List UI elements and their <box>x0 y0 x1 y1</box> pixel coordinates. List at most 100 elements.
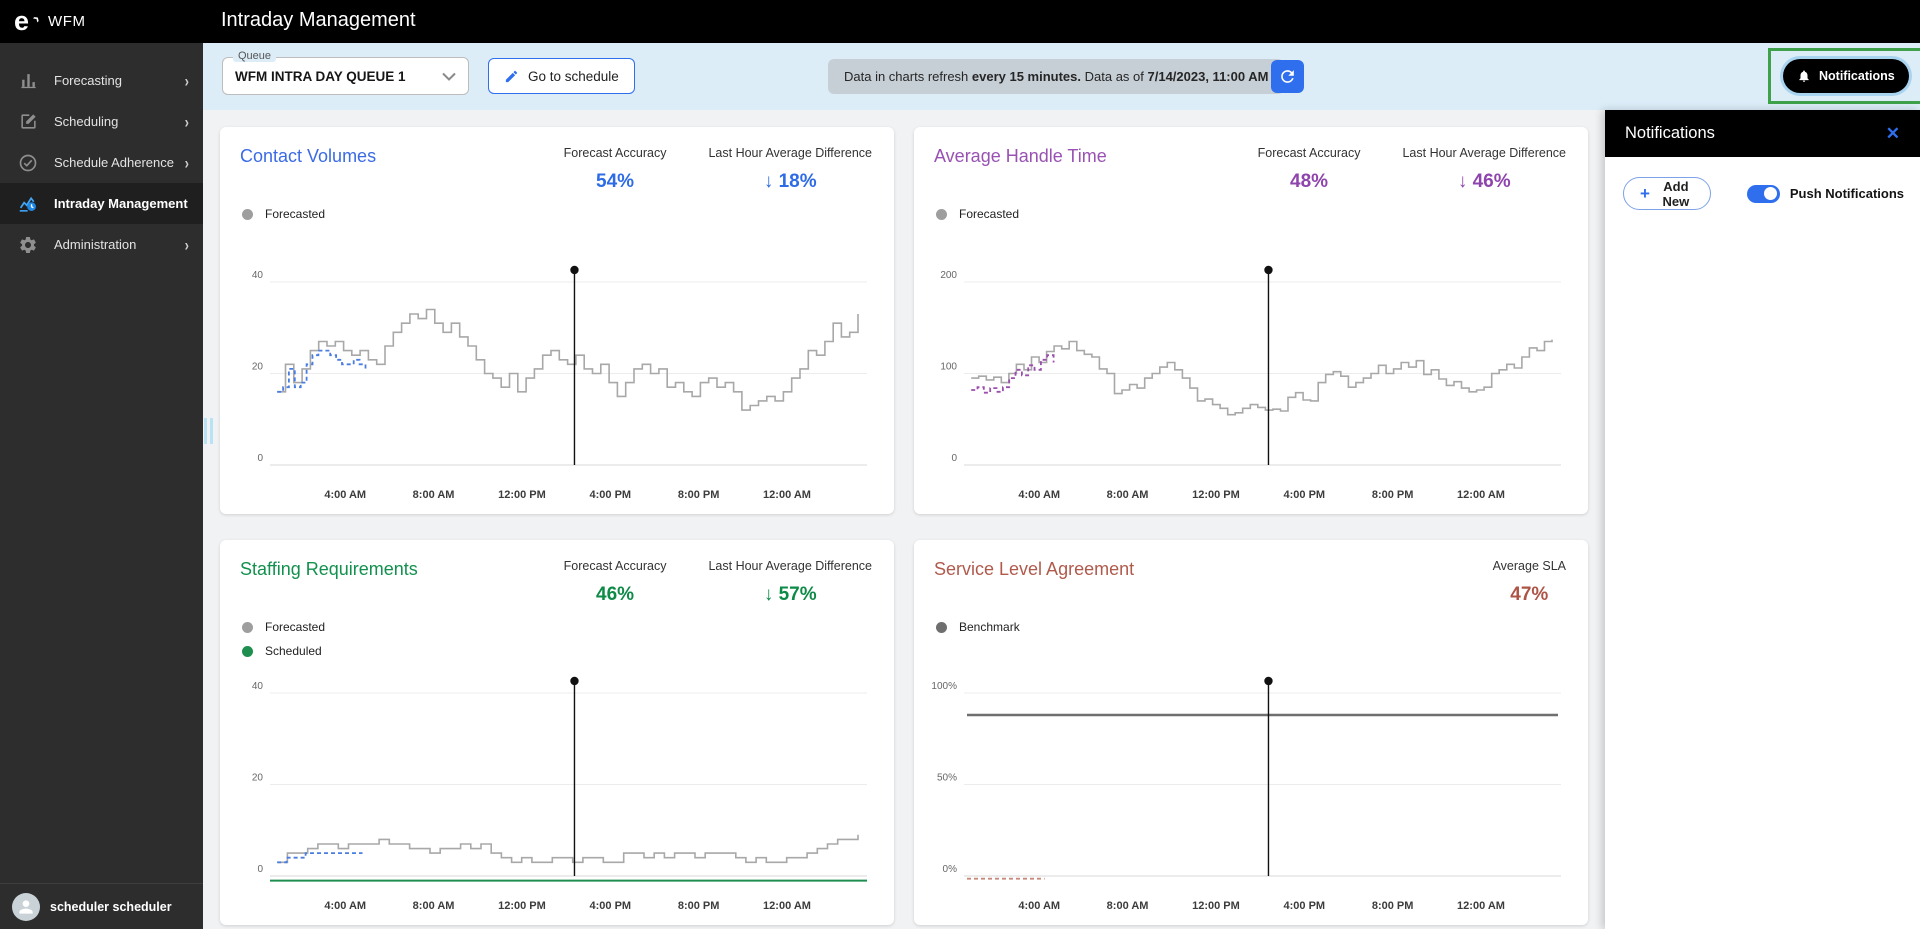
chart-metrics: Forecast Accuracy 48% Last Hour Average Di… <box>1258 146 1568 193</box>
sidebar-item-label: Administration <box>54 237 137 252</box>
check-circle-icon <box>17 152 39 174</box>
sidebar-item-scheduling[interactable]: Scheduling › <box>0 101 203 142</box>
notifications-highlight-box: Notifications <box>1768 48 1920 104</box>
series-forecasted <box>971 339 1553 416</box>
chart-title: Contact Volumes <box>240 146 377 166</box>
legend-label: Forecasted <box>265 620 326 634</box>
notifications-panel-body: + Add New Push Notifications <box>1605 157 1920 210</box>
legend-label: Scheduled <box>265 644 322 658</box>
chevron-right-icon: › <box>184 70 189 91</box>
chart-metrics: Forecast Accuracy 54% Last Hour Average Di… <box>564 146 874 193</box>
notifications-button-label: Notifications <box>1819 69 1895 83</box>
series-actual <box>971 354 1055 394</box>
toggle-knob <box>1764 187 1778 200</box>
chart-canvas: 0 100 200 4:00 AM 8:00 AM 12:00 PM 4:00 PM 8:00… <box>940 265 1561 501</box>
svg-text:12:00 AM: 12:00 AM <box>1457 900 1505 912</box>
sidebar-item-forecasting[interactable]: Forecasting › <box>0 60 203 101</box>
current-time-marker-dot <box>1264 265 1273 275</box>
refresh-button[interactable] <box>1271 60 1304 93</box>
notifications-button[interactable]: Notifications <box>1783 59 1909 93</box>
chart-card-header: Average Handle Time Forecast Accuracy 48% L… <box>914 127 1588 193</box>
bell-icon <box>1799 70 1809 82</box>
sidebar-item-administration[interactable]: Administration › <box>0 224 203 265</box>
svg-text:12:00 AM: 12:00 AM <box>1457 489 1505 501</box>
svg-text:12:00 PM: 12:00 PM <box>498 489 546 501</box>
add-new-button[interactable]: + Add New <box>1623 177 1711 210</box>
chart-legend: Forecasted <box>914 193 1588 221</box>
go-to-schedule-label: Go to schedule <box>528 68 619 84</box>
series-actual <box>277 349 367 393</box>
svg-text:4:00 AM: 4:00 AM <box>324 900 366 912</box>
metric-value: 54% <box>596 171 635 192</box>
svg-text:8:00 PM: 8:00 PM <box>1372 489 1414 501</box>
svg-text:12:00 PM: 12:00 PM <box>1192 900 1240 912</box>
svg-text:200: 200 <box>940 270 957 281</box>
current-time-marker-dot <box>570 676 579 686</box>
chevron-right-icon: › <box>184 234 189 255</box>
svg-text:50%: 50% <box>937 773 957 784</box>
svg-text:8:00 AM: 8:00 AM <box>413 900 455 912</box>
chart-card-header: Contact Volumes Forecast Accuracy 54% Last … <box>220 127 894 193</box>
chart-title: Staffing Requirements <box>240 559 418 579</box>
legend-item: Forecasted <box>242 207 874 221</box>
svg-text:40: 40 <box>252 681 264 692</box>
legend-dot-icon <box>242 208 253 220</box>
svg-text:4:00 PM: 4:00 PM <box>590 900 632 912</box>
sidebar-resize-handle[interactable] <box>204 418 213 444</box>
page-title: Intraday Management <box>221 9 416 31</box>
legend-item: Forecasted <box>242 620 874 634</box>
metric-value: ↓ 18% <box>763 171 817 192</box>
svg-text:12:00 PM: 12:00 PM <box>1192 489 1240 501</box>
metric: Last Hour Average Difference ↓ 57% <box>708 559 872 606</box>
chevron-right-icon: › <box>184 111 189 132</box>
sidebar-item-intraday-management[interactable]: Intraday Management <box>0 183 203 224</box>
svg-text:8:00 AM: 8:00 AM <box>1107 900 1149 912</box>
chart-card: Contact Volumes Forecast Accuracy 54% Last … <box>220 127 894 514</box>
svg-text:0: 0 <box>951 453 957 464</box>
sidebar-item-schedule-adherence[interactable]: Schedule Adherence › <box>0 142 203 183</box>
svg-text:20: 20 <box>252 362 264 373</box>
sidebar-item-label: Scheduling <box>54 114 119 129</box>
queue-select[interactable]: Queue WFM INTRA DAY QUEUE 1 <box>222 50 469 95</box>
svg-text:4:00 PM: 4:00 PM <box>590 489 632 501</box>
push-notifications-row: Push Notifications <box>1746 184 1904 203</box>
sidebar: Forecasting › Scheduling › Schedule Adhe… <box>0 43 203 929</box>
svg-text:8:00 AM: 8:00 AM <box>413 489 455 501</box>
svg-text:4:00 AM: 4:00 AM <box>324 489 366 501</box>
metric-label: Forecast Accuracy <box>563 146 667 160</box>
metric-label: Average SLA <box>1492 559 1566 573</box>
chart-card-header: Service Level Agreement Average SLA 47% <box>914 540 1588 606</box>
svg-text:0: 0 <box>257 453 263 464</box>
svg-text:12:00 AM: 12:00 AM <box>763 489 811 501</box>
metric: Last Hour Average Difference ↓ 46% <box>1402 146 1566 193</box>
svg-text:12:00 PM: 12:00 PM <box>498 900 546 912</box>
metric-label: Last Hour Average Difference <box>708 146 872 160</box>
user-account-row[interactable]: scheduler scheduler <box>0 883 203 929</box>
go-to-schedule-button[interactable]: Go to schedule <box>488 58 635 94</box>
chart-card-header: Staffing Requirements Forecast Accuracy 46… <box>220 540 894 606</box>
metric-label: Last Hour Average Difference <box>708 559 872 573</box>
push-notifications-toggle[interactable] <box>1746 184 1780 203</box>
metric-value: ↓ 57% <box>763 584 817 605</box>
chart-legend: Forecasted <box>220 193 894 221</box>
chart-metrics: Average SLA 47% <box>1493 559 1568 606</box>
chart-legend: Forecasted Scheduled <box>220 606 894 658</box>
add-new-label: Add New <box>1662 178 1690 209</box>
current-time-marker-dot <box>570 265 579 275</box>
edit-icon <box>505 70 518 82</box>
legend-dot-icon <box>242 645 253 657</box>
bar-chart-icon <box>17 70 39 92</box>
legend-label: Forecasted <box>959 207 1020 221</box>
top-bar: e › WFM Intraday Management <box>0 0 1920 43</box>
metric: Average SLA 47% <box>1493 559 1566 606</box>
notifications-panel-header: Notifications ✕ <box>1605 110 1920 157</box>
close-icon[interactable]: ✕ <box>1885 123 1900 143</box>
refresh-timestamp: 7/14/2023, 11:00 AM <box>1147 69 1269 84</box>
logo-letter: e <box>14 6 30 36</box>
svg-text:8:00 PM: 8:00 PM <box>1372 900 1414 912</box>
svg-text:0%: 0% <box>943 864 958 875</box>
sidebar-nav: Forecasting › Scheduling › Schedule Adhe… <box>0 60 203 265</box>
refresh-interval: every 15 minutes. <box>971 69 1082 84</box>
legend-item: Scheduled <box>242 644 874 658</box>
refresh-info-text: Data in charts refresh <box>844 69 972 84</box>
